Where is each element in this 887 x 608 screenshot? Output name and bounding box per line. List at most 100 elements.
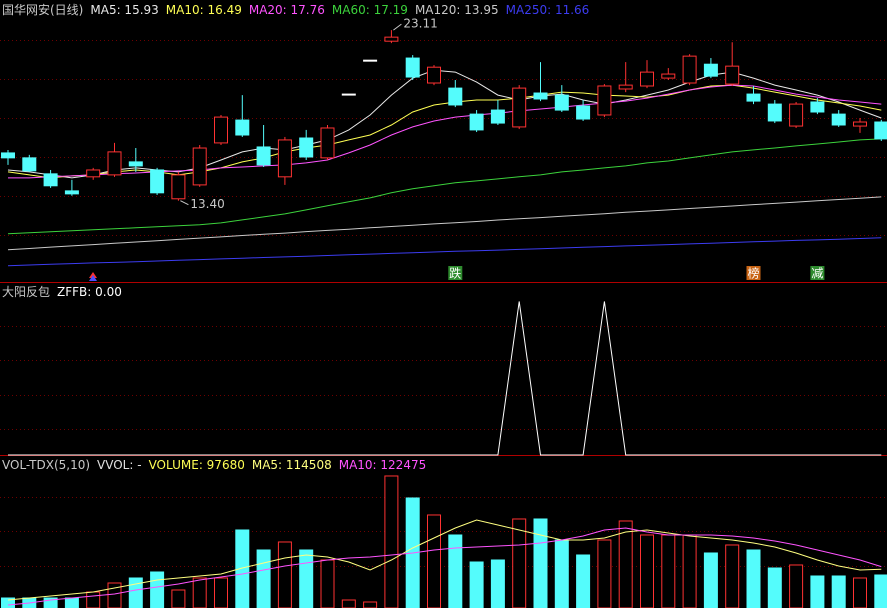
series-line [7, 527, 882, 606]
volume-bar [725, 544, 740, 608]
candle-body [448, 87, 463, 106]
volume-bar [533, 518, 548, 608]
volume-bar [299, 549, 314, 608]
volume-bar [214, 577, 228, 608]
candle-body [618, 84, 633, 90]
candle-body [469, 113, 484, 131]
candle-body [533, 92, 548, 100]
volume-bar [128, 577, 143, 608]
series-line [8, 301, 882, 456]
annotation: 23.11 [403, 17, 437, 31]
candle-body [512, 87, 527, 128]
candle-body [43, 173, 58, 187]
legend-entry: MA120: 13.95 [414, 3, 499, 17]
header: 国华网安(日线) MA5: 15.93 MA10: 16.49 MA20: 17.76… [2, 2, 589, 18]
candle-body [831, 113, 846, 126]
candle-body [320, 127, 335, 159]
chart-title: 国华网安(日线) [2, 3, 84, 17]
volume-bar [192, 577, 207, 608]
volume-bar [831, 575, 846, 608]
candle-body [171, 174, 186, 200]
legend-entry: MA60: 17.19 [331, 3, 408, 17]
legend-entry: ZFFB: 0.00 [57, 285, 122, 299]
candle-body [767, 103, 782, 122]
candle-body [128, 161, 143, 167]
volume-bar [277, 541, 292, 608]
candle-body [874, 121, 887, 140]
candle-body [853, 121, 867, 127]
signal-label: 榜 [747, 266, 759, 281]
volume-bar [384, 475, 399, 608]
candle-body [192, 147, 207, 186]
volume-bar [576, 554, 591, 608]
candle-body [341, 93, 356, 96]
volume-bar [469, 561, 484, 608]
candle-body [661, 73, 676, 79]
header: VOL-TDX(5,10) VVOL: - VOLUME: 97680 MA5: 11… [2, 457, 426, 473]
annotation-arrow [393, 23, 402, 31]
legend-entry: VOLUME: 97680 [148, 458, 245, 472]
series-line [7, 138, 882, 235]
candle-body [150, 169, 165, 194]
volume-bar [150, 571, 165, 608]
candle-body [554, 94, 569, 111]
candle-body [363, 59, 378, 62]
volume-bar [256, 549, 271, 608]
candle-body [703, 63, 718, 77]
volume-bar [512, 518, 527, 608]
candle-body [277, 139, 292, 178]
volume-bar [597, 539, 612, 608]
volume-bar [618, 520, 633, 608]
volume-bar [427, 514, 441, 608]
signal-label: 减 [811, 267, 823, 281]
series-line [7, 237, 882, 267]
candle-body [235, 119, 250, 136]
volume-bar [235, 529, 250, 608]
signal-box [810, 266, 825, 280]
candle-body [746, 93, 761, 102]
volume-bar [703, 552, 718, 608]
candle-body [576, 105, 591, 120]
legend-entry: MA10: 16.49 [165, 3, 242, 17]
candle-body [682, 55, 697, 84]
signal-box [448, 266, 463, 280]
candle-body [22, 157, 37, 172]
candle-body [490, 109, 505, 124]
volume-bar [853, 577, 867, 608]
annotation-arrow [180, 200, 189, 206]
candle-body [384, 36, 399, 42]
candle-body [86, 169, 101, 178]
volume-bar [746, 549, 761, 608]
volume-bar [171, 589, 186, 608]
volume-bar [86, 591, 101, 608]
annotation: 13.40 [190, 197, 224, 211]
legend-entry: MA10: 122475 [338, 458, 427, 472]
marker-icon [89, 275, 97, 281]
volume-bar [363, 601, 378, 608]
volume-bar [448, 534, 463, 608]
volume-bar [767, 567, 782, 608]
candle-body [64, 190, 79, 195]
volume-bar [789, 564, 804, 608]
volume-bar [810, 575, 825, 608]
volume-bar [64, 597, 79, 608]
candle-body [405, 57, 420, 78]
candle-body [299, 137, 314, 158]
signal-box [746, 266, 761, 280]
volume-bar [490, 559, 505, 608]
volume-bar [661, 534, 676, 608]
candle-body [597, 85, 612, 116]
candle-body [427, 66, 441, 84]
chart-title: 大阳反包 [2, 285, 51, 299]
candle-body [640, 71, 654, 87]
legend-entry: MA20: 17.76 [248, 3, 325, 17]
candle-body [256, 146, 271, 166]
legend-entry: MA5: 15.93 [90, 3, 159, 17]
volume-bar [682, 534, 697, 608]
header: 大阳反包 ZFFB: 0.00 [2, 284, 122, 300]
volume-bar [341, 599, 356, 608]
candle-body [789, 103, 804, 127]
chart-subtitle: VVOL: - [97, 458, 142, 472]
candle-body [107, 151, 122, 176]
candle-body [810, 101, 825, 113]
